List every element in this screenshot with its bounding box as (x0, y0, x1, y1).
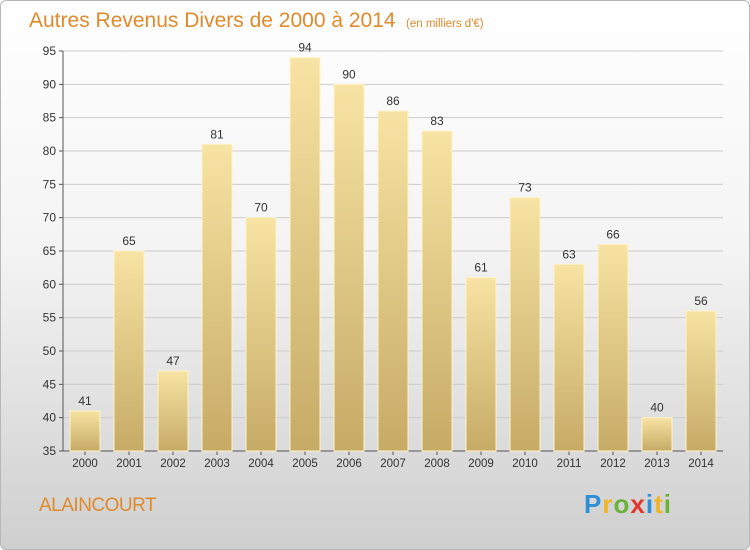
y-tick-label: 50 (43, 344, 57, 358)
data-label: 63 (562, 247, 576, 261)
y-tick-label: 40 (43, 411, 57, 425)
chart-subtitle: (en milliers d'€) (406, 18, 484, 30)
chart-title-group: Autres Revenus Divers de 2000 à 2014 (en… (29, 9, 484, 33)
data-labels: 41 65 47 81 70 94 90 86 83 61 73 63 66 40 56 (78, 41, 708, 415)
y-tick-label: 85 (43, 111, 57, 125)
data-label: 90 (342, 67, 356, 81)
bar (201, 143, 233, 452)
logo-letter: i (645, 489, 655, 519)
x-tick-label: 2002 (160, 458, 186, 470)
y-tick-label: 45 (43, 377, 57, 391)
data-label: 70 (254, 201, 268, 215)
bars (69, 57, 717, 452)
x-tick-label: 2011 (557, 458, 582, 470)
data-label: 86 (386, 94, 400, 108)
x-tick-label: 2013 (644, 458, 670, 470)
x-tick-label: 2006 (336, 458, 362, 470)
data-label: 40 (650, 401, 664, 415)
data-label: 83 (430, 114, 444, 128)
proxiti-logo[interactable]: Proxiti (584, 489, 672, 520)
axes: 35 40 45 50 55 60 65 70 75 80 85 90 95 2000 2001 2002 20… (43, 44, 723, 470)
bar (509, 197, 541, 452)
bar (113, 250, 145, 452)
x-tick-label: 2004 (248, 458, 274, 470)
y-tick-label: 65 (43, 244, 57, 258)
x-tick-label: 2010 (512, 458, 538, 470)
town-name: ALAINCOURT (39, 495, 157, 516)
x-tick-label: 2003 (204, 458, 230, 470)
x-tick-label: 2012 (600, 458, 626, 470)
bar (685, 310, 717, 452)
data-label: 66 (606, 227, 620, 241)
data-label: 47 (166, 354, 180, 368)
bar (421, 130, 453, 452)
logo-letter: P (584, 489, 603, 519)
chart-title: Autres Revenus Divers de 2000 à 2014 (29, 9, 396, 32)
bar (641, 417, 673, 452)
y-tick-label: 35 (43, 444, 57, 458)
x-tick-label: 2008 (424, 458, 450, 470)
y-tick-label: 70 (43, 211, 57, 225)
data-label: 65 (122, 234, 136, 248)
bar (289, 57, 321, 452)
logo-letter: r (602, 489, 614, 519)
logo-letter: o (613, 489, 631, 519)
y-tick-label: 75 (43, 177, 57, 191)
data-label: 73 (518, 181, 532, 195)
x-tick-label: 2014 (688, 458, 714, 470)
bar (69, 410, 101, 452)
logo-letter: x (630, 489, 646, 519)
bar (377, 110, 409, 452)
y-tick-label: 80 (43, 144, 57, 158)
y-tick-label: 55 (43, 311, 57, 325)
data-label: 56 (694, 294, 708, 308)
bar (597, 243, 629, 452)
y-tick-label: 90 (43, 77, 57, 91)
bar (333, 83, 365, 452)
x-tick-label: 2001 (116, 458, 142, 470)
y-tick-label: 60 (43, 277, 57, 291)
logo-letter: i (663, 489, 672, 519)
logo-letter: t (654, 489, 664, 519)
bar (245, 217, 277, 452)
bar (465, 277, 497, 452)
x-tick-label: 2005 (292, 458, 318, 470)
x-tick-label: 2000 (72, 458, 98, 470)
bar (553, 263, 585, 452)
x-tick-label: 2009 (468, 458, 494, 470)
y-tick-label: 95 (43, 44, 57, 58)
data-label: 61 (474, 261, 488, 275)
bar (157, 370, 189, 452)
data-label: 81 (210, 127, 224, 141)
data-label: 41 (78, 394, 92, 408)
data-label: 94 (298, 41, 312, 55)
x-tick-label: 2007 (380, 458, 406, 470)
